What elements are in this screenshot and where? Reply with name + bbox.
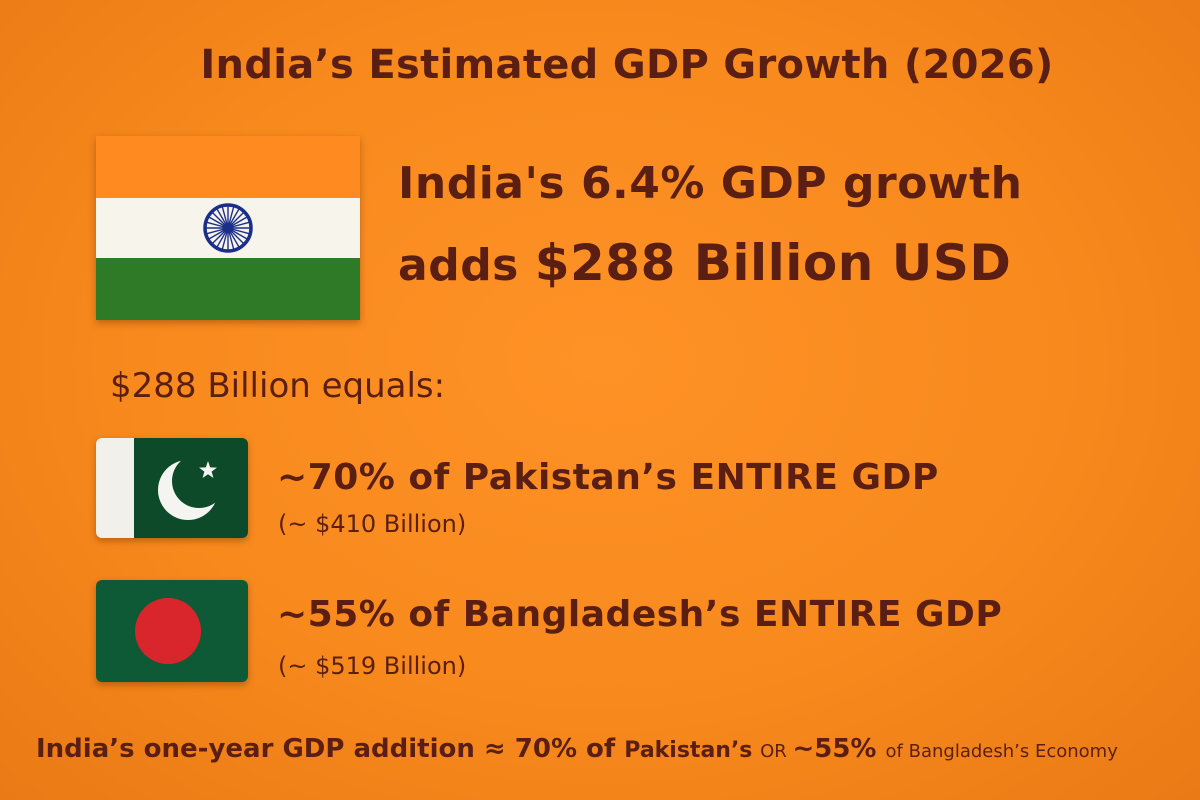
headline-line-2: adds $288 Billion USD [398, 234, 1011, 292]
bangladesh-comparison: ~55% of Bangladesh’s ENTIRE GDP [277, 594, 1003, 635]
footer-part-1: India’s one-year GDP addition ≈ 70% of [36, 734, 625, 764]
page-title: India’s Estimated GDP Growth (2026) [200, 42, 1054, 88]
equals-label: $288 Billion equals: [110, 366, 446, 406]
ashoka-chakra-icon [203, 203, 253, 253]
footer-part-5: of [885, 741, 909, 762]
red-disc-icon [135, 598, 201, 664]
pakistan-comparison: ~70% of Pakistan’s ENTIRE GDP [277, 457, 939, 498]
bangladesh-flag [96, 580, 248, 682]
pakistan-gdp-value: (~ $410 Billion) [278, 510, 467, 538]
footer-summary: India’s one-year GDP addition ≈ 70% of P… [36, 734, 1118, 764]
crescent-star-icon [158, 454, 226, 520]
headline-prefix: adds [398, 240, 535, 291]
footer-part-2: Pakistan’s [624, 738, 761, 763]
bangladesh-gdp-value: (~ $519 Billion) [278, 652, 467, 680]
footer-part-6: Bangladesh’s Economy [908, 741, 1118, 762]
footer-part-4: ~55% [792, 734, 886, 764]
headline-line-1: India's 6.4% GDP growth [398, 158, 1023, 209]
headline-amount: $288 Billion USD [534, 234, 1012, 292]
india-flag [96, 136, 360, 320]
footer-part-3: OR [760, 741, 793, 762]
pakistan-flag [96, 438, 248, 538]
